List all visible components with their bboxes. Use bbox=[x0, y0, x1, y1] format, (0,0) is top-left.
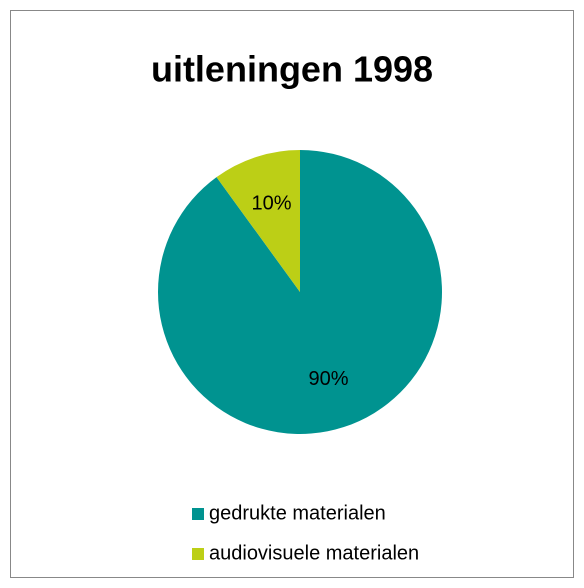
legend-label: audiovisuele materialen bbox=[209, 542, 419, 564]
legend-swatch bbox=[192, 508, 204, 520]
legend-label: gedrukte materialen bbox=[209, 502, 386, 524]
chart-title: uitleningen 1998 bbox=[151, 49, 433, 90]
pie-slice bbox=[216, 150, 300, 292]
data-label: 10% bbox=[251, 192, 291, 214]
legend-swatch bbox=[192, 548, 204, 560]
data-label: 90% bbox=[309, 368, 349, 390]
